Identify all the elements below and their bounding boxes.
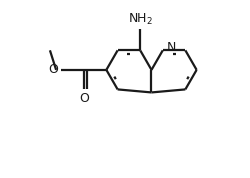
Text: N: N <box>167 41 176 54</box>
Text: NH$_2$: NH$_2$ <box>128 12 153 27</box>
Text: O: O <box>79 92 89 105</box>
Text: O: O <box>48 63 58 76</box>
